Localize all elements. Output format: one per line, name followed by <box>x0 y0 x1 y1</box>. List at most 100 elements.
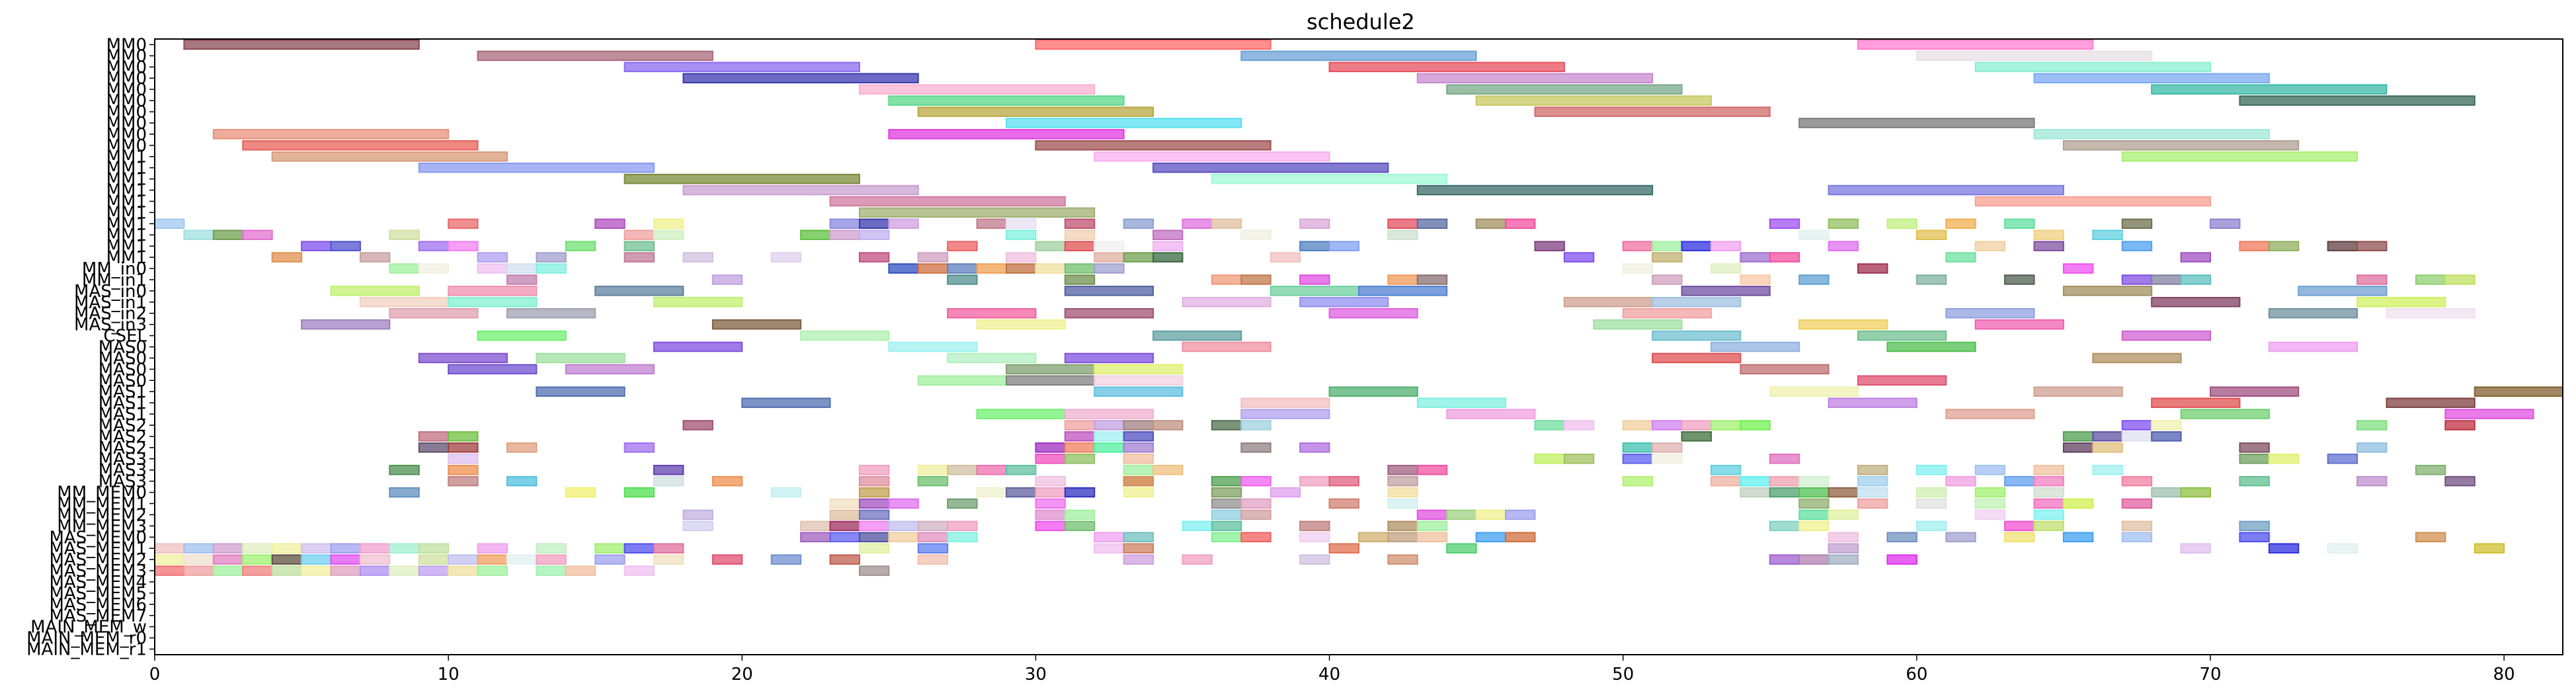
task-bar-416 <box>1416 520 1448 532</box>
task-bar-399 <box>1798 509 1830 520</box>
y-tick-label-27: MAS0 <box>99 338 147 358</box>
task-bar-3 <box>477 50 713 62</box>
task-bar-168 <box>448 286 538 296</box>
task-bar-449 <box>183 543 214 554</box>
task-bar-224 <box>1006 375 1096 386</box>
task-bar-76 <box>1064 229 1096 240</box>
task-bar-411 <box>1064 520 1096 532</box>
x-tick-label-8: 80 <box>2493 665 2515 684</box>
task-bar-126 <box>1740 252 1771 263</box>
task-bar-474 <box>154 554 185 565</box>
task-bar-47 <box>888 218 919 229</box>
task-bar-341 <box>1857 475 1888 487</box>
task-bar-301 <box>2268 454 2300 464</box>
task-bar-74 <box>858 229 890 240</box>
y-tick-label-53: MAIN_MEM_r0 <box>26 629 147 649</box>
task-bar-437 <box>1416 532 1448 543</box>
task-bar-34 <box>1211 173 1448 184</box>
task-bar-239 <box>2386 397 2475 408</box>
task-bar-403 <box>682 520 713 532</box>
task-bar-131 <box>418 263 450 274</box>
task-bar-326 <box>858 475 890 487</box>
plot-frame <box>154 38 2563 655</box>
task-bar-75 <box>1006 229 1037 240</box>
task-bar-80 <box>1798 229 1830 240</box>
task-bar-84 <box>301 241 332 251</box>
task-bar-77 <box>1152 229 1184 240</box>
task-bar-412 <box>1182 520 1213 532</box>
task-bar-397 <box>1475 509 1507 520</box>
task-bar-87 <box>448 241 479 251</box>
task-bar-162 <box>2151 274 2182 285</box>
task-bar-197 <box>1593 319 1683 330</box>
task-bar-448 <box>154 543 185 554</box>
task-bar-378 <box>1240 498 1271 509</box>
task-bar-95 <box>1299 241 1330 251</box>
task-bar-423 <box>2239 520 2270 532</box>
task-bar-372 <box>829 498 860 509</box>
task-bar-509 <box>389 565 420 576</box>
task-bar-175 <box>2298 286 2388 296</box>
task-bar-172 <box>1358 286 1448 296</box>
y-tick-label-2: MM0 <box>106 58 147 77</box>
task-bar-121 <box>1123 252 1154 263</box>
task-bar-21 <box>1798 118 2035 128</box>
task-bar-303 <box>389 464 420 475</box>
task-bar-260 <box>1740 420 1771 430</box>
task-bar-407 <box>888 520 919 532</box>
task-bar-104 <box>2033 241 2064 251</box>
task-bar-352 <box>770 487 802 498</box>
task-bar-102 <box>1828 241 1859 251</box>
task-bar-227 <box>536 386 625 397</box>
task-bar-29 <box>1094 151 1330 162</box>
task-bar-134 <box>536 263 567 274</box>
task-bar-514 <box>565 565 596 576</box>
task-bar-273 <box>2121 431 2153 442</box>
x-tick-label-1: 10 <box>438 665 460 684</box>
task-bar-391 <box>1035 509 1066 520</box>
task-bar-17 <box>2239 95 2475 106</box>
chart-title: schedule2 <box>1307 9 1415 34</box>
task-bar-395 <box>1416 509 1448 520</box>
task-bar-70 <box>624 229 655 240</box>
task-bar-56 <box>1416 218 1448 229</box>
task-bar-279 <box>1035 442 1066 453</box>
y-tick-label-4: MM0 <box>106 80 147 100</box>
task-bar-332 <box>1240 475 1271 487</box>
task-bar-343 <box>2004 475 2035 487</box>
task-bar-215 <box>1064 352 1154 364</box>
task-bar-225 <box>1094 375 1184 386</box>
task-bar-371 <box>2180 487 2212 498</box>
task-bar-268 <box>1094 431 1125 442</box>
task-bar-101 <box>1710 241 1742 251</box>
task-bar-141 <box>1064 263 1096 274</box>
task-bar-110 <box>271 252 303 263</box>
task-bar-364 <box>1798 487 1830 498</box>
task-bar-418 <box>1798 520 1830 532</box>
task-bar-396 <box>1446 509 1477 520</box>
y-tick-label-48: MAS_MEM4 <box>49 573 147 593</box>
task-bar-132 <box>477 263 508 274</box>
task-bar-511 <box>448 565 479 576</box>
task-bar-436 <box>1387 532 1418 543</box>
task-bar-157 <box>1740 274 1771 285</box>
y-tick-label-28: MAS0 <box>99 348 147 368</box>
x-axis-ticks: 0 10 20 30 40 50 60 70 80 <box>149 655 2515 684</box>
task-bar-194 <box>301 319 391 330</box>
task-bar-354 <box>976 487 1008 498</box>
task-bar-315 <box>1710 464 1742 475</box>
task-bar-65 <box>2210 218 2241 229</box>
task-bar-181 <box>1563 297 1654 308</box>
y-tick-label-49: MAS_MEM5 <box>49 584 147 604</box>
task-bar-220 <box>1006 364 1096 375</box>
task-bar-148 <box>711 274 743 285</box>
task-bar-151 <box>1211 274 1242 285</box>
task-bar-277 <box>506 442 538 453</box>
task-bar-507 <box>330 565 361 576</box>
task-bar-213 <box>536 352 625 364</box>
task-bar-249 <box>1094 420 1125 430</box>
task-bar-382 <box>1857 498 1888 509</box>
task-bar-479 <box>301 554 332 565</box>
y-tick-label-37: MAS3 <box>99 450 147 470</box>
task-bar-94 <box>1152 241 1184 251</box>
